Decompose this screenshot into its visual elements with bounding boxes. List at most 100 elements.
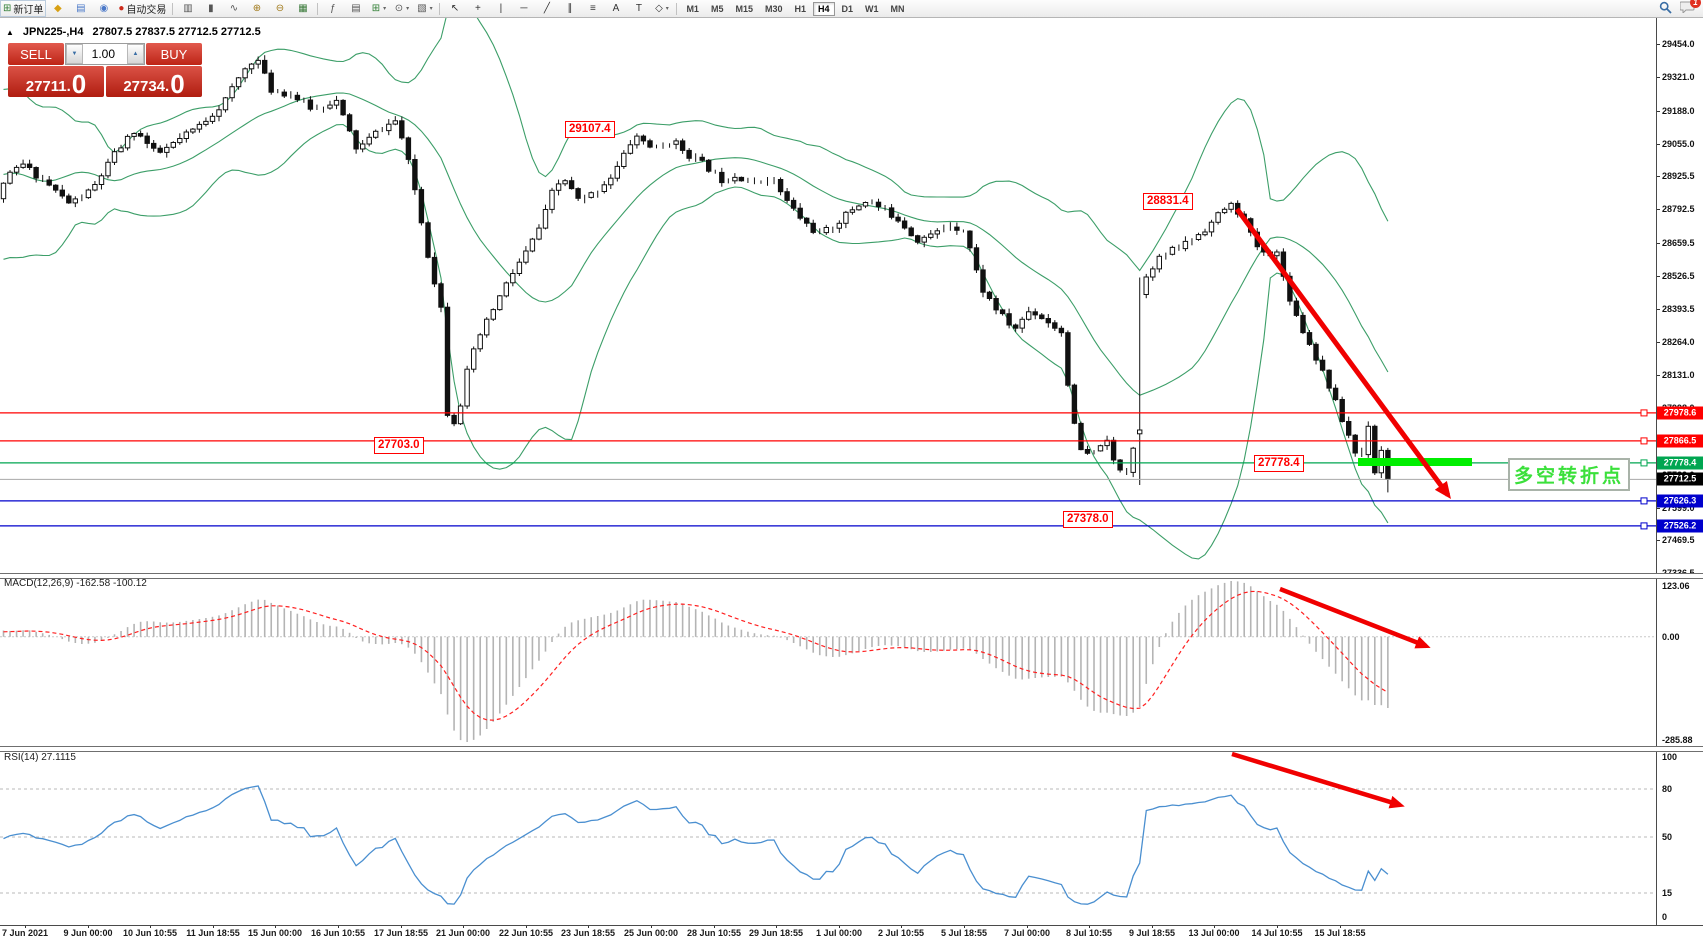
candlestick-button[interactable]: ▮ [199,0,222,17]
price-axis-tick: 28659.5 [1662,238,1695,248]
pane-separator[interactable] [0,746,1703,752]
notification-badge: 1 [1690,0,1701,8]
zoom-out-button[interactable]: ⊖ [268,0,291,17]
buy-price: 27734. [123,77,170,95]
volume-decrease-button[interactable]: ▼ [66,44,83,64]
time-axis-tickmark [1152,925,1153,928]
profiles-button[interactable]: ◆ [46,0,69,17]
chevron-down-icon: ▾ [429,6,433,12]
price-axis-tick: 29321.0 [1662,72,1695,82]
trend-arrow-rsi[interactable] [1231,751,1405,809]
shapes-button[interactable]: ◇ ▾ [650,0,673,17]
buy-button[interactable]: BUY [146,43,202,65]
bar-chart-icon: ▥ [183,3,193,14]
zoom-in-button[interactable]: ⊕ [245,0,268,17]
label-button[interactable]: T [627,0,650,17]
indicators-button[interactable]: ƒ [321,0,344,17]
line-chart-icon: ∿ [229,3,239,14]
crosshair-button[interactable]: + [466,0,489,17]
add-indicator-button[interactable]: ⊞ ▾ [367,0,390,17]
pane-separator[interactable] [0,573,1703,579]
trendline-button[interactable]: ╱ [535,0,558,17]
price-annotation[interactable]: 28831.4 [1143,193,1193,210]
vertical-line-button[interactable]: | [489,0,512,17]
trend-arrow-main[interactable] [1234,207,1451,500]
timeframe-button-H1[interactable]: H1 [794,3,807,14]
vertical-line-icon: | [499,3,503,14]
trade-panel-top-row: SELL ▼ 1.00 ▲ BUY [8,43,202,65]
periods-button[interactable]: ⊙ ▾ [390,0,413,17]
new-order-button-label: 新订单 [13,5,44,16]
volume-input[interactable]: 1.00 [91,47,115,61]
bollinger-lower [3,123,1389,560]
price-annotation[interactable]: 27778.4 [1254,455,1304,472]
timeframe-button-H4[interactable]: H4 [813,1,835,16]
price-axis-tick: 29188.0 [1662,106,1695,116]
channel-button[interactable]: ∥ [558,0,581,17]
periods-icon: ⊙ [394,3,404,14]
hline-handle[interactable] [1640,497,1648,505]
price-axis-border [1656,17,1657,925]
price-axis-tick: 27599.0 [1662,503,1695,513]
price-axis-tick: 29055.0 [1662,139,1695,149]
price-annotation[interactable]: 27378.0 [1063,511,1113,528]
fibonacci-button[interactable]: ≡ [581,0,604,17]
cursor-icon: ↖ [450,3,460,14]
toolbar-separator [676,2,678,15]
timeframe-button-MN[interactable]: MN [890,3,905,14]
price-axis-tickmark [1656,309,1660,310]
tile-windows-button[interactable]: ▦ [291,0,314,17]
price-badge: 27778.4 [1657,456,1703,470]
text-button[interactable]: A [604,0,627,17]
hline-handle[interactable] [1640,522,1648,530]
volume-increase-button[interactable]: ▲ [127,44,144,64]
objects-list-icon: ▤ [351,3,361,14]
fibonacci-icon: ≡ [590,3,596,14]
templates-button[interactable]: ▧ ▾ [413,0,436,17]
time-axis-label: 25 Jun 00:00 [623,928,679,938]
hline-handle[interactable] [1640,409,1648,417]
time-axis-tickmark [714,925,715,928]
price-axis-tick: 28393.5 [1662,304,1695,314]
price-annotation[interactable]: 29107.4 [565,121,615,138]
search-icon[interactable] [1659,1,1672,17]
price-annotation[interactable]: 27703.0 [374,437,424,454]
objects-list-button[interactable]: ▤ [344,0,367,17]
note-label[interactable]: 多空转折点 [1508,458,1631,491]
price-axis-tickmark [1656,176,1660,177]
macd-pane [0,581,1656,742]
trend-arrow-macd[interactable] [1279,586,1431,649]
auto-trading-button[interactable]: ● 自动交易 [115,0,169,17]
collapse-panel-icon[interactable]: ▲ [6,27,14,37]
horizontal-line-button[interactable]: ─ [512,0,535,17]
timeframe-button-M15[interactable]: M15 [735,3,753,14]
cursor-button[interactable]: ↖ [443,0,466,17]
hline-handle[interactable] [1640,437,1648,445]
timeframe-button-M1[interactable]: M1 [686,3,699,14]
signal-button[interactable]: ◉ [92,0,115,17]
price-axis-tickmark [1656,77,1660,78]
highlight-segment[interactable] [1358,458,1472,466]
price-axis-tickmark [1656,209,1660,210]
line-chart-button[interactable]: ∿ [222,0,245,17]
sell-price-button[interactable]: 27711. 0 [8,66,104,97]
time-axis-label: 14 Jul 10:55 [1251,928,1303,938]
notifications-icon[interactable]: 1 [1679,0,1701,16]
toolbar-separator [317,2,319,15]
sell-button[interactable]: SELL [8,43,64,65]
market-watch-button[interactable]: ▤ [69,0,92,17]
time-axis-tickmark [588,925,589,928]
indicators-icon: ƒ [330,3,336,14]
hline-handle[interactable] [1640,459,1648,467]
price-axis-tick: 27469.5 [1662,535,1695,545]
buy-price-button[interactable]: 27734. 0 [106,66,202,97]
toolbar-separator [172,2,174,15]
timeframe-button-W1[interactable]: W1 [865,3,879,14]
timeframe-button-D1[interactable]: D1 [841,3,854,14]
bar-chart-button[interactable]: ▥ [176,0,199,17]
price-axis-tickmark [1656,342,1660,343]
timeframe-button-M30[interactable]: M30 [764,3,783,14]
timeframe-button-M5[interactable]: M5 [710,3,724,14]
new-order-button[interactable]: ⊞ 新订单 [0,0,47,17]
time-axis-label: 16 Jun 10:55 [310,928,366,938]
